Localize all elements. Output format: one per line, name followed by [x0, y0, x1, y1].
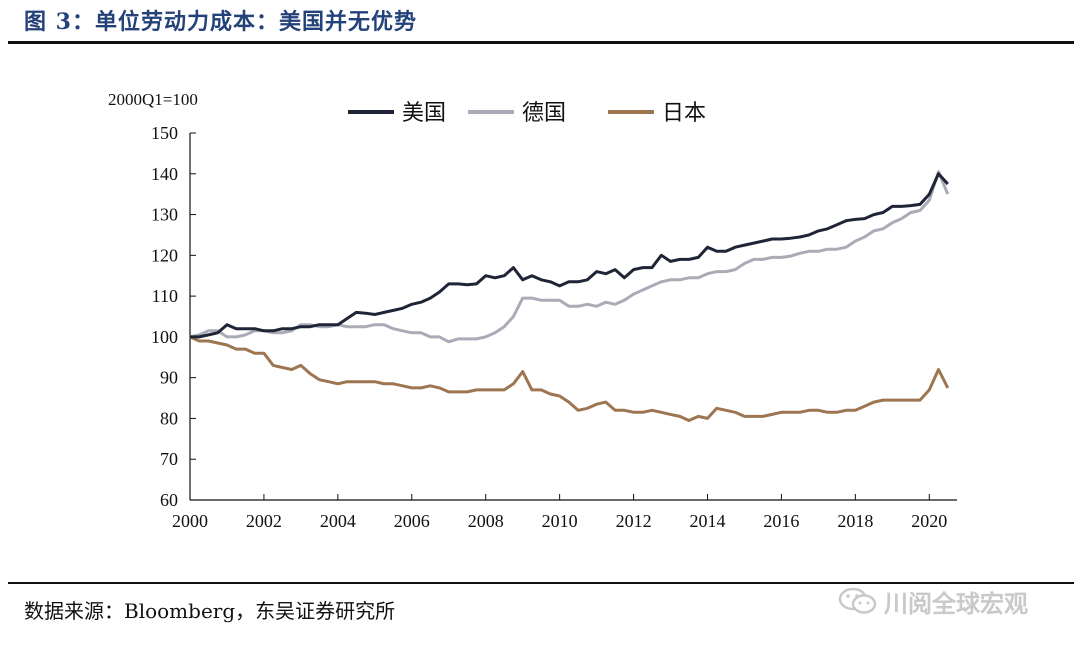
x-tick-label: 2014: [689, 511, 725, 531]
x-tick-label: 2012: [616, 511, 652, 531]
x-tick-label: 2004: [320, 511, 356, 531]
x-tick-label: 2020: [911, 511, 947, 531]
legend-item: 美国: [348, 101, 446, 126]
x-tick-label: 2006: [394, 511, 430, 531]
legend-item: 德国: [468, 101, 566, 126]
series-line: [190, 172, 949, 339]
wechat-icon: [838, 587, 877, 614]
y-tick-label: 100: [151, 327, 178, 347]
y-tick-label: 90: [160, 368, 178, 388]
x-tick-label: 2008: [468, 511, 504, 531]
y-tick-label: 70: [160, 449, 178, 469]
series-line: [189, 170, 950, 344]
y-tick-label: 130: [151, 205, 178, 225]
x-tick-label: 2018: [837, 511, 873, 531]
legend-item: 日本: [608, 101, 706, 126]
legend-label: 美国: [402, 101, 446, 126]
figure-title: 图 3：单位劳动力成本：美国并无优势: [24, 9, 417, 35]
x-tick-label: 2002: [246, 511, 282, 531]
series-line: [189, 335, 950, 422]
source-note: 数据来源：Bloomberg，东吴证券研究所: [24, 599, 396, 623]
unit-label: 2000Q1=100: [108, 90, 198, 109]
x-tick-label: 2000: [172, 511, 208, 531]
series-lines: [189, 170, 950, 422]
x-tick-label: 2016: [763, 511, 799, 531]
bottom-rule: [8, 582, 1074, 584]
y-tick-label: 120: [151, 245, 178, 265]
y-tick-label: 140: [151, 164, 178, 184]
watermark: 川阅全球宏观: [838, 583, 1028, 619]
series-2: [189, 335, 950, 422]
legend-label: 德国: [522, 101, 566, 126]
y-tick-label: 110: [152, 286, 178, 306]
y-tick-label: 150: [151, 123, 178, 143]
watermark-text: 川阅全球宏观: [884, 589, 1028, 618]
series-0: [190, 172, 949, 339]
legend: 美国 德国 日本: [348, 101, 706, 126]
axes: 60 70 80 90 100 110 120 130 140 150 2000 2002 2004 20…: [151, 123, 957, 531]
y-tick-label: 80: [160, 408, 178, 428]
series-1: [189, 170, 950, 344]
x-tick-label: 2010: [542, 511, 578, 531]
legend-label: 日本: [662, 101, 706, 126]
y-tick-label: 60: [160, 490, 178, 510]
line-chart: 2000Q1=100 美国 德国 日本 60 70 80 90 100 110 120 130 14…: [108, 90, 957, 531]
top-rule: [8, 41, 1074, 44]
